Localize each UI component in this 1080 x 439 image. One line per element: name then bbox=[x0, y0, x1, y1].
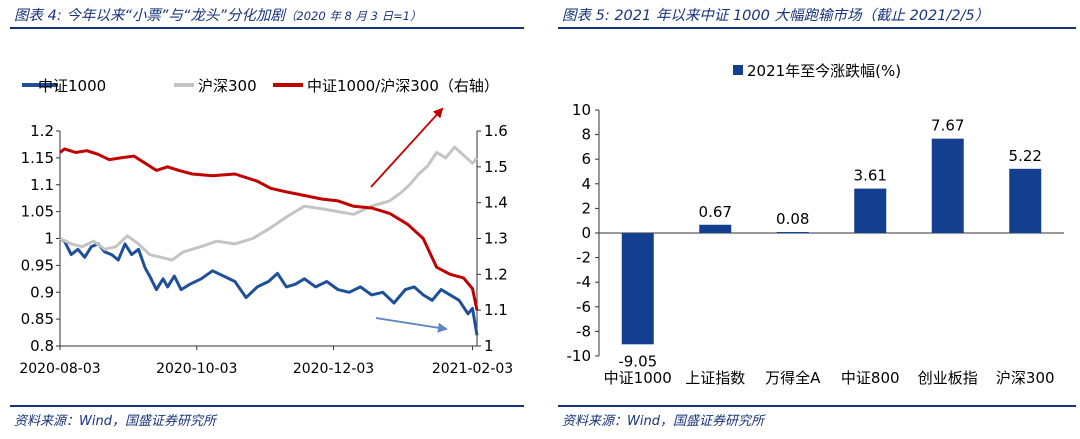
y-tick-label: -2 bbox=[576, 249, 591, 267]
left-chart-title-note: （2020 年 8 月 3 日=1） bbox=[284, 9, 422, 23]
right-chart-source: 资料来源：Wind，国盛证券研究所 bbox=[562, 414, 764, 429]
right-title-rule bbox=[558, 27, 1076, 29]
bar bbox=[621, 233, 654, 345]
bar-value-label: 0.08 bbox=[776, 210, 809, 228]
y-tick-label: -6 bbox=[576, 298, 591, 316]
right-y-tick-label: 1.2 bbox=[484, 265, 508, 283]
left-chart-panel: 图表 4: 今年以来“小票”与“龙头”分化加剧（2020 年 8 月 3 日=1… bbox=[0, 0, 528, 439]
right-source-rule bbox=[558, 405, 1076, 407]
right-y-tick-label: 1.6 bbox=[484, 122, 508, 140]
bar bbox=[931, 138, 964, 233]
y-tick-label: 0 bbox=[581, 224, 591, 242]
x-category-label: 沪深300 bbox=[996, 369, 1055, 387]
bar-value-label: 7.67 bbox=[931, 117, 964, 135]
legend-swatch bbox=[733, 65, 743, 75]
left-y-tick-label: 0.85 bbox=[21, 310, 54, 328]
left-chart-title: 图表 4: 今年以来“小票”与“龙头”分化加剧（2020 年 8 月 3 日=1… bbox=[14, 8, 422, 24]
bar bbox=[1009, 168, 1042, 233]
left-y-tick-label: 1.1 bbox=[30, 176, 54, 194]
right-y-tick-label: 1.3 bbox=[484, 230, 508, 248]
left-y-tick-label: 0.95 bbox=[21, 256, 54, 274]
x-tick-label: 2020-10-03 bbox=[156, 361, 237, 377]
bar bbox=[854, 188, 887, 233]
y-tick-label: 4 bbox=[581, 175, 591, 193]
left-y-tick-label: 0.9 bbox=[30, 283, 54, 301]
x-tick-label: 2020-08-03 bbox=[19, 361, 100, 377]
x-category-label: 上证指数 bbox=[685, 369, 745, 387]
y-tick-label: 8 bbox=[581, 126, 591, 144]
series-line bbox=[59, 147, 479, 311]
left-y-tick-label: 0.8 bbox=[30, 337, 54, 355]
x-category-label: 创业板指 bbox=[918, 369, 978, 387]
blue-trend-arrow bbox=[375, 317, 448, 333]
left-y-tick-label: 1.05 bbox=[21, 203, 54, 221]
right-chart-panel: 图表 5: 2021 年以来中证 1000 大幅跑输市场（截止 2021/2/5… bbox=[548, 0, 1080, 439]
x-category-label: 万得全A bbox=[765, 369, 821, 387]
y-tick-label: 10 bbox=[572, 101, 591, 119]
bar-value-label: 0.67 bbox=[699, 203, 732, 221]
left-y-tick-label: 1.15 bbox=[21, 149, 54, 167]
red-trend-arrow bbox=[370, 107, 444, 188]
left-source-rule bbox=[10, 405, 524, 407]
x-category-label: 中证800 bbox=[841, 369, 900, 387]
left-y-tick-label: 1.2 bbox=[30, 122, 54, 140]
left-chart-source: 资料来源：Wind，国盛证券研究所 bbox=[14, 414, 216, 429]
left-y-tick-label: 1 bbox=[44, 230, 54, 248]
line-chart: 0.8 0.85 0.9 0.95 1 1.05 1.1 1.15 1.2 1 1.1 1.2 1.3 1… bbox=[19, 77, 513, 377]
right-chart-title: 图表 5: 2021 年以来中证 1000 大幅跑输市场（截止 2021/2/5… bbox=[562, 8, 990, 24]
right-y-tick-label: 1.4 bbox=[484, 194, 508, 212]
series-line bbox=[59, 237, 479, 336]
y-tick-label: -4 bbox=[576, 273, 591, 291]
legend-label: 沪深300 bbox=[198, 77, 257, 95]
right-y-tick-label: 1 bbox=[484, 337, 494, 355]
right-y-tick-label: 1.5 bbox=[484, 158, 508, 176]
bar bbox=[776, 232, 809, 234]
x-category-label: 中证1000 bbox=[604, 369, 672, 387]
legend-label: 中证1000/沪深300（右轴） bbox=[307, 77, 499, 95]
y-tick-label: 2 bbox=[581, 199, 591, 217]
bar-value-label: 3.61 bbox=[854, 167, 887, 185]
line-legend: 中证1000 沪深300 中证1000/沪深300（右轴） bbox=[22, 77, 499, 95]
bar bbox=[699, 224, 732, 233]
y-tick-label: -8 bbox=[576, 322, 591, 340]
y-tick-label: 6 bbox=[581, 150, 591, 168]
legend-label: 中证1000 bbox=[38, 77, 106, 95]
x-tick-label: 2020-12-03 bbox=[293, 361, 374, 377]
legend-label: 2021年至今涨跌幅(%) bbox=[747, 62, 901, 80]
y-tick-label: -10 bbox=[567, 347, 592, 365]
bar-value-label: 5.22 bbox=[1009, 147, 1042, 165]
series-line bbox=[59, 145, 479, 262]
right-y-tick-label: 1.1 bbox=[484, 301, 508, 319]
x-tick-label: 2021-02-03 bbox=[432, 361, 513, 377]
left-title-rule bbox=[10, 27, 524, 29]
bar-value-label: -9.05 bbox=[618, 352, 657, 370]
